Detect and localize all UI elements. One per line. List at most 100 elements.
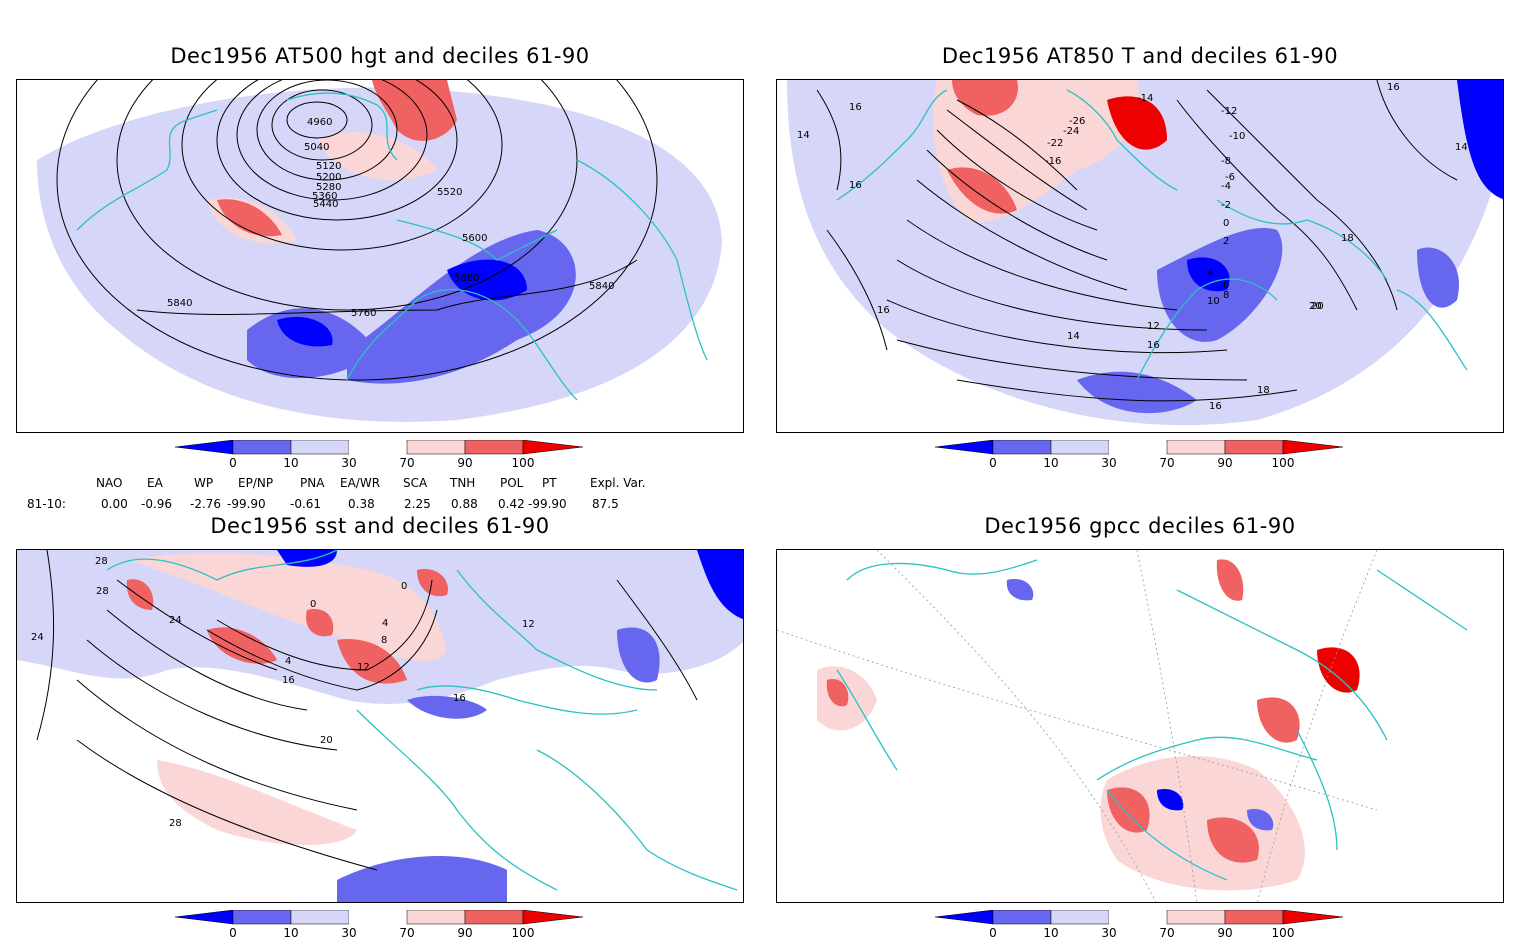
contour-label: 2 [1223, 236, 1229, 247]
decile-10-region [1417, 247, 1459, 308]
contour-label: 5840 [589, 281, 614, 292]
decile-0-region [697, 550, 743, 620]
contour-label: 5520 [437, 187, 462, 198]
decile-90-region [1216, 559, 1244, 601]
decile-90-region [1207, 817, 1259, 863]
map-panel-sst: 28 28 24 24 0 0 4 8 12 4 16 16 20 28 12 [16, 549, 744, 903]
index-value: -0.96 [141, 497, 173, 511]
index-value: -99.90 [528, 497, 567, 511]
colorbar-tick: 100 [1271, 926, 1295, 940]
decile-10-region [1077, 371, 1197, 414]
index-value: -99.90 [227, 497, 266, 511]
decile-90-region [826, 679, 849, 707]
contour-label: 24 [169, 615, 182, 626]
decile-0-region [1187, 257, 1230, 292]
contour-label: -14 [1137, 93, 1153, 104]
contour-label: -16 [1045, 156, 1061, 167]
index-header: WP [194, 476, 214, 490]
decile-90-region [1107, 787, 1150, 833]
colorbar-tick: 30 [341, 926, 357, 940]
decile-90-region [1257, 697, 1300, 743]
colorbar-tick: 70 [399, 926, 415, 940]
colorbar-tick: 10 [1043, 456, 1059, 470]
colorbar-gpcc: 0 10 30 70 90 100 [934, 909, 1355, 950]
decile-90-region [372, 80, 457, 141]
colorbar-tick: 90 [1217, 926, 1233, 940]
index-header: SCA [403, 476, 428, 490]
contour-label: 0 [401, 581, 407, 592]
index-value: -2.76 [190, 497, 222, 511]
contour-label: -10 [1229, 131, 1245, 142]
contour-label: 14 [797, 130, 810, 141]
contour-label: 5760 [351, 308, 376, 319]
map-panel-gpcc [776, 549, 1504, 903]
colorbar-tick: 10 [1043, 926, 1059, 940]
contour-label: 4 [285, 656, 291, 667]
contour-label: 0 [1223, 218, 1229, 229]
panel-title-t850: Dec1956 AT850 T and deciles 61-90 [941, 44, 1339, 68]
contour-label: 14 [1067, 331, 1080, 342]
contour-label: -12 [1221, 106, 1237, 117]
decile-0-region [277, 316, 333, 347]
colorbar-tick: 90 [457, 456, 473, 470]
index-header: EA/WR [340, 476, 381, 490]
colorbar-tick: 100 [511, 926, 535, 940]
colorbar-tick: 30 [1101, 926, 1117, 940]
contour-label: 20 [1309, 301, 1322, 312]
decile-30-region [37, 87, 722, 422]
contour-label: 20 [1311, 301, 1324, 312]
contour-label: 5680 [454, 273, 479, 284]
decile-90-region [306, 609, 334, 637]
contour-label: 5360 [312, 191, 337, 202]
decile-0-region [1457, 80, 1503, 200]
contour-label: 5120 [316, 161, 341, 172]
contour-label: 12 [522, 619, 535, 630]
contour-label: 4 [1207, 268, 1213, 279]
map-panel-hgt500: 4960 5040 5120 5200 5280 5360 5440 5520 … [16, 79, 744, 433]
colorbar-tick: 0 [229, 456, 237, 470]
index-header: EA [147, 476, 163, 490]
contour-label: 16 [877, 305, 890, 316]
contour-label: -2 [1221, 200, 1231, 211]
contour-label: 28 [96, 586, 109, 597]
decile-90-region [337, 639, 407, 684]
contour-label: 5600 [462, 233, 487, 244]
contour-label: 14 [1455, 142, 1468, 153]
contour-label: 18 [1257, 385, 1270, 396]
colorbar-tick: 0 [989, 926, 997, 940]
contour-label: -4 [1221, 181, 1231, 192]
contour-label: -22 [1047, 138, 1063, 149]
colorbar-tick: 100 [511, 456, 535, 470]
contour-label: 12 [1147, 321, 1160, 332]
colorbar-tick: 0 [229, 926, 237, 940]
colorbar-shape [174, 439, 584, 455]
index-header: TNH [450, 476, 476, 490]
index-header: EP/NP [238, 476, 274, 490]
decile-90-region [952, 80, 1018, 116]
contour-label: 16 [849, 180, 862, 191]
map-panel-t850: -14 -12 -10 -8 -6 -4 -2 0 2 4 6 8 10 12 … [776, 79, 1504, 433]
contour-label: 0 [310, 599, 316, 610]
decile-90-region [126, 579, 154, 610]
index-header: POL [500, 476, 524, 490]
colorbar-tick: 70 [1159, 456, 1175, 470]
colorbar-t850: 0 10 30 70 90 100 [934, 439, 1355, 480]
index-header: PNA [300, 476, 325, 490]
contour-label: 5440 [313, 199, 338, 210]
colorbar-tick: 30 [1101, 456, 1117, 470]
decile-10-region [337, 856, 507, 902]
index-value: 2.25 [404, 497, 431, 511]
map-t850: -14 -12 -10 -8 -6 -4 -2 0 2 4 6 8 10 12 … [787, 80, 1503, 426]
contour-label: 6 [1223, 280, 1229, 291]
colorbar-shape [934, 909, 1344, 925]
contour-label: 5840 [167, 298, 192, 309]
colorbar-shape [174, 909, 584, 925]
decile-90-region [417, 569, 448, 597]
contour-label: 4960 [307, 117, 332, 128]
colorbar-tick: 90 [1217, 456, 1233, 470]
decile-70-region [157, 760, 357, 845]
colorbar-tick: 30 [341, 456, 357, 470]
contour-label: 24 [31, 632, 44, 643]
map-hgt500: 4960 5040 5120 5200 5280 5360 5440 5520 … [17, 80, 743, 432]
index-header: NAO [96, 476, 123, 490]
